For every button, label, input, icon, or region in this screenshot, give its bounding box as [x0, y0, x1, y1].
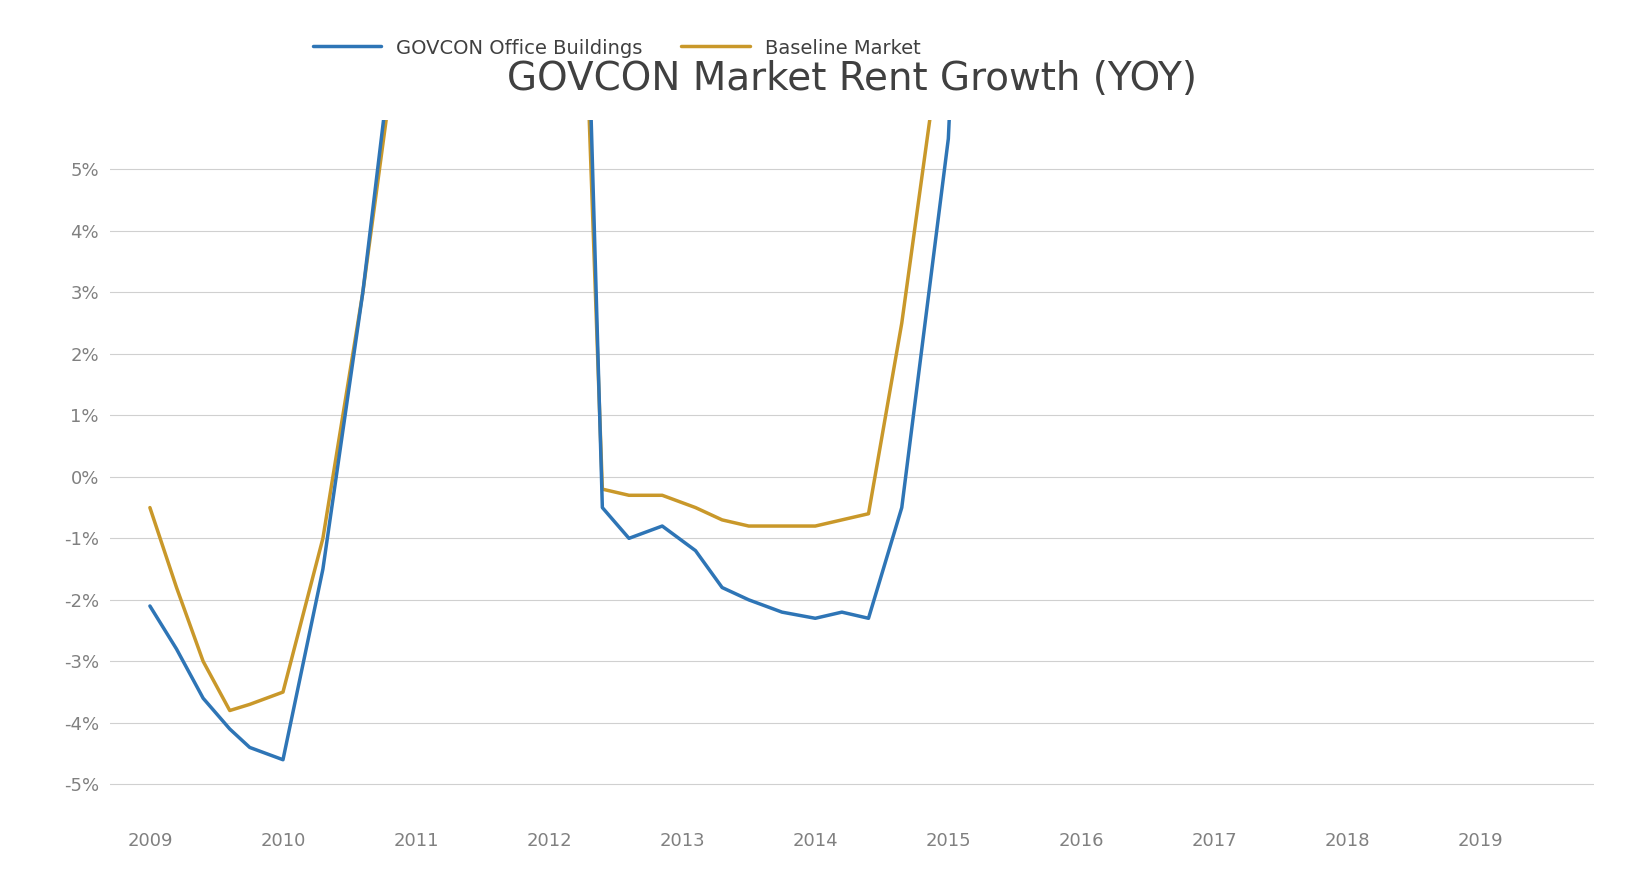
Baseline Market [193, 656, 213, 667]
Baseline Market [653, 490, 673, 501]
GOVCON Office Buildings [140, 600, 159, 611]
Baseline Market [858, 509, 878, 519]
GOVCON Office Buildings [712, 582, 731, 592]
GOVCON Office Buildings [167, 644, 187, 654]
Baseline Market [314, 533, 333, 544]
Baseline Market [140, 502, 159, 513]
GOVCON Office Buildings [1404, 53, 1424, 64]
Baseline Market [593, 484, 613, 494]
GOVCON Office Buildings [939, 133, 959, 144]
Baseline Market [806, 521, 826, 532]
Legend: GOVCON Office Buildings, Baseline Market: GOVCON Office Buildings, Baseline Market [312, 39, 921, 58]
Line: Baseline Market: Baseline Market [150, 0, 1560, 711]
Baseline Market [712, 515, 731, 525]
Baseline Market [167, 582, 187, 592]
Title: GOVCON Market Rent Growth (YOY): GOVCON Market Rent Growth (YOY) [507, 59, 1198, 98]
Baseline Market [739, 521, 759, 532]
Baseline Market [892, 318, 912, 328]
GOVCON Office Buildings [739, 594, 759, 605]
GOVCON Office Buildings [832, 607, 852, 617]
GOVCON Office Buildings [892, 502, 912, 513]
Baseline Market [387, 42, 406, 52]
GOVCON Office Buildings [353, 287, 372, 298]
GOVCON Office Buildings [772, 607, 791, 617]
GOVCON Office Buildings [314, 563, 333, 574]
GOVCON Office Buildings [193, 693, 213, 704]
GOVCON Office Buildings [858, 613, 878, 623]
GOVCON Office Buildings [387, 11, 406, 21]
GOVCON Office Buildings [273, 754, 292, 765]
Baseline Market [832, 515, 852, 525]
Line: GOVCON Office Buildings: GOVCON Office Buildings [150, 0, 1560, 759]
Baseline Market [772, 521, 791, 532]
Baseline Market [353, 287, 372, 298]
GOVCON Office Buildings [1438, 11, 1458, 21]
Baseline Market [240, 699, 260, 710]
GOVCON Office Buildings [686, 546, 705, 556]
GOVCON Office Buildings [593, 502, 613, 513]
GOVCON Office Buildings [240, 742, 260, 752]
GOVCON Office Buildings [806, 613, 826, 623]
GOVCON Office Buildings [619, 533, 639, 544]
Baseline Market [686, 502, 705, 513]
GOVCON Office Buildings [653, 521, 673, 532]
Baseline Market [219, 706, 239, 716]
Baseline Market [619, 490, 639, 501]
Baseline Market [273, 687, 292, 698]
GOVCON Office Buildings [219, 724, 239, 735]
